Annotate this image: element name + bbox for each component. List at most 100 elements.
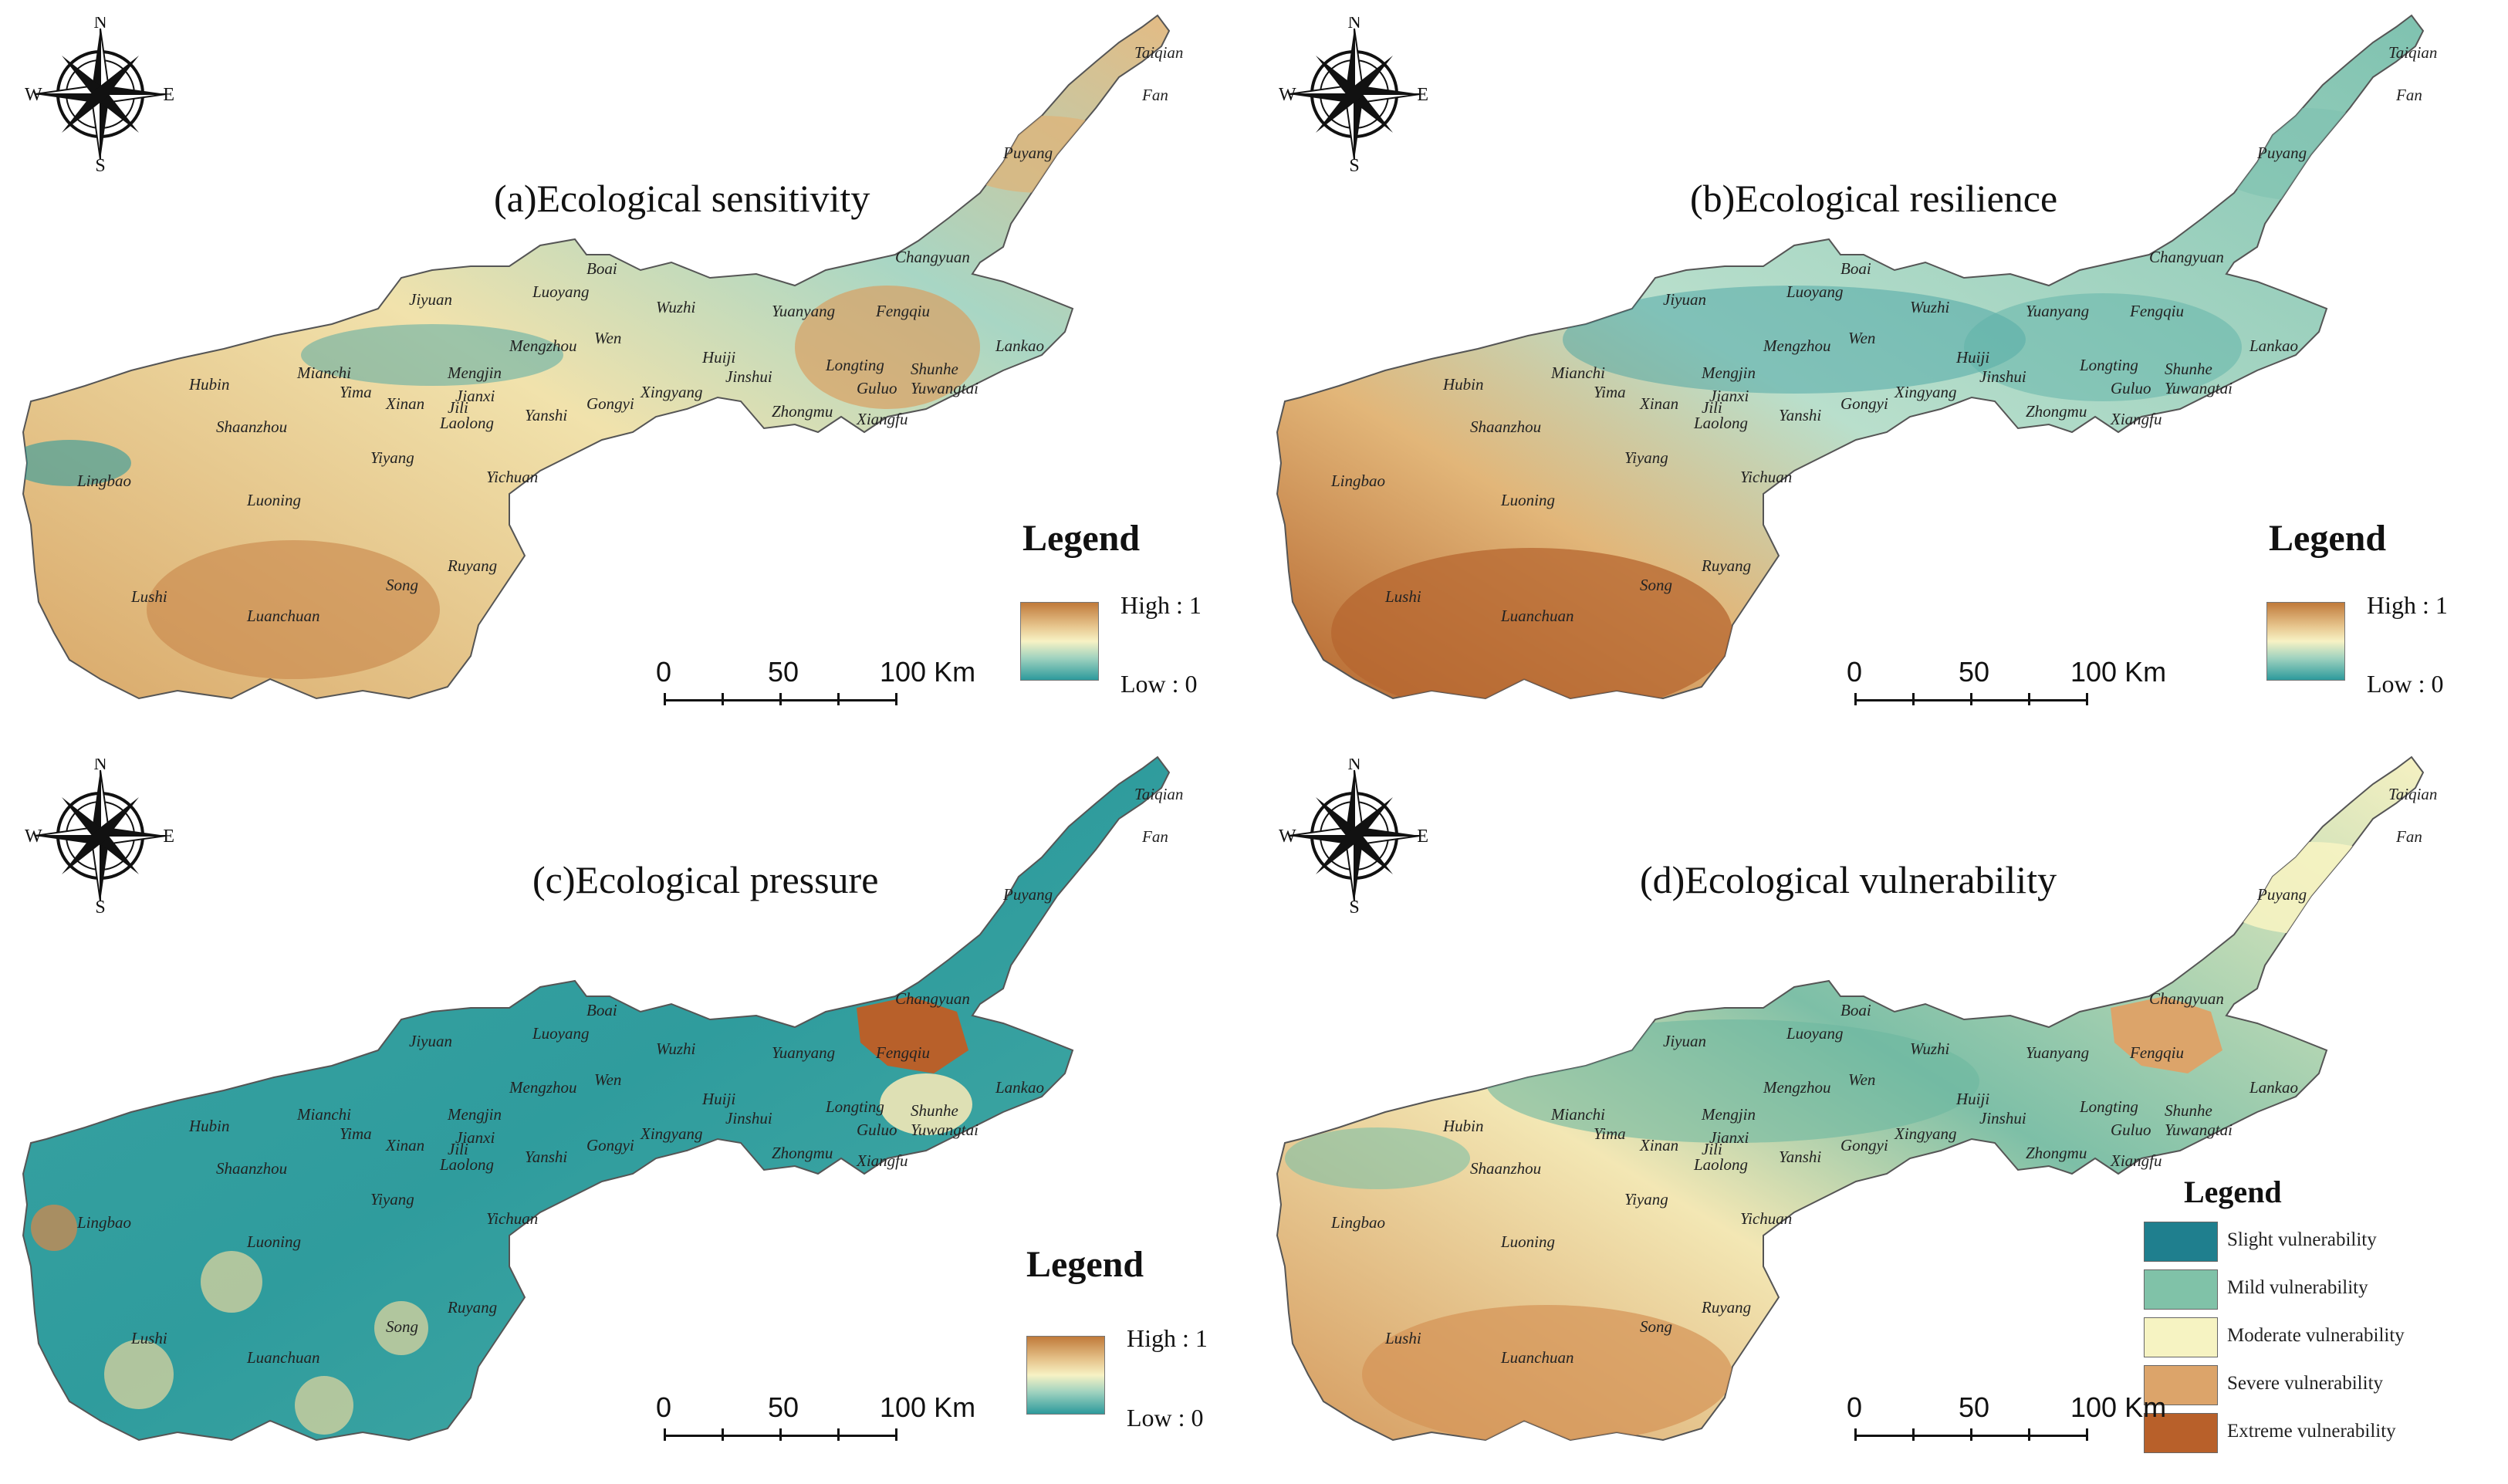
county-label: Hubin (1442, 375, 1484, 394)
panel-title: (c)Ecological pressure (532, 858, 879, 901)
county-label: Xiangfu (856, 1151, 908, 1170)
county-label: Mengjin (1701, 363, 1756, 382)
county-label: Yima (1594, 1124, 1626, 1143)
county-label: Laolong (439, 414, 494, 432)
resilience-map: Taiqian Fan Puyang Changyuan Jiyuan Luoyang Bo… (1276, 15, 2437, 699)
county-label: Changyuan (2149, 248, 2224, 266)
compass-s: S (1349, 156, 1359, 171)
legend-swatch (2144, 1317, 2218, 1357)
compass-s: S (1349, 897, 1359, 913)
county-label: Lankao (2249, 336, 2298, 355)
scale-label-100: 100 Km (880, 1391, 976, 1423)
county-label: Jianxi (1709, 387, 1749, 405)
county-label: Lushi (1384, 587, 1421, 606)
legend-item-severe: Severe vulnerability (2144, 1365, 2468, 1405)
county-label: Yima (340, 1124, 372, 1143)
compass-w: W (1279, 85, 1296, 105)
legend-swatch (2144, 1269, 2218, 1310)
county-label: Luoyang (1786, 1024, 1844, 1043)
county-label: Huiji (1955, 1090, 1989, 1108)
county-label: Wen (1848, 1070, 1875, 1089)
county-label: Jianxi (455, 387, 495, 405)
county-label: Taiqian (2388, 43, 2437, 62)
county-label: Taiqian (1134, 785, 1183, 803)
compass-icon: N S E W (1279, 17, 1428, 171)
scale-label-0: 0 (656, 656, 672, 688)
county-label: Puyang (1002, 885, 1053, 904)
county-label: Changyuan (2149, 989, 2224, 1008)
color-ramp (2266, 602, 2345, 681)
county-label: Yichuan (1740, 1209, 1792, 1228)
legend-low-label: Low : 0 (2367, 670, 2444, 698)
county-label: Gongyi (1840, 394, 1888, 413)
county-label: Yuanyang (2026, 302, 2089, 320)
scale-tick (837, 693, 840, 705)
county-label: Shaanzhou (1470, 1159, 1541, 1178)
county-label: Longting (825, 1097, 884, 1116)
county-label: Lingbao (1330, 1213, 1385, 1232)
county-label: Wen (594, 329, 621, 347)
legend-low-label: Low : 0 (1127, 1404, 1204, 1432)
county-label: Yiyang (370, 448, 414, 467)
county-label: Mengzhou (509, 1078, 577, 1097)
county-label: Mengjin (447, 1105, 502, 1124)
county-label: Mianchi (296, 363, 351, 382)
legend-label: Mild vulnerability (2227, 1277, 2368, 1298)
vulnerability-map: Taiqian Fan Puyang Changyuan Jiyuan Luoyang Bo… (1276, 756, 2437, 1441)
county-label: Gongyi (586, 1136, 634, 1154)
scale-tick (2028, 1428, 2030, 1441)
map-panel-resilience: Taiqian Fan Puyang Changyuan Jiyuan Luoyang Bo… (1254, 0, 2508, 742)
county-label: Jili (1702, 1140, 1722, 1158)
panel-title: (d)Ecological vulnerability (1640, 858, 2057, 901)
county-label: Jiyuan (1663, 1032, 1706, 1050)
scale-bar: 0 50 100 Km (1847, 656, 2166, 710)
county-label: Jili (448, 1140, 468, 1158)
county-label: Song (1640, 1317, 1672, 1336)
county-label: Jianxi (455, 1128, 495, 1147)
county-label: Yuwangtai (2165, 379, 2233, 397)
scale-bar: 0 50 100 Km (656, 656, 975, 710)
color-ramp (1026, 1336, 1105, 1415)
legend-title: Legend (2269, 518, 2387, 559)
county-label: Wuzhi (656, 298, 696, 316)
legend-swatch (2144, 1413, 2218, 1453)
county-label: Ruyang (447, 556, 497, 575)
scale-tick (722, 1428, 724, 1441)
county-label: Yima (340, 383, 372, 401)
county-label: Hubin (1442, 1117, 1484, 1135)
county-label: Jianxi (1709, 1128, 1749, 1147)
legend-item-extreme: Extreme vulnerability (2144, 1413, 2468, 1453)
county-label: Xinan (385, 394, 424, 413)
legend-item-moderate: Moderate vulnerability (2144, 1317, 2468, 1357)
compass-s: S (95, 156, 105, 171)
county-label: Huiji (1955, 348, 1989, 367)
county-label: Mianchi (1550, 363, 1605, 382)
county-label: Changyuan (895, 989, 970, 1008)
county-label: Jiyuan (409, 1032, 452, 1050)
county-label: Yiyang (1624, 448, 1668, 467)
compass-icon: N S E W (1279, 759, 1428, 913)
county-label: Longting (825, 356, 884, 374)
scale-label-100: 100 Km (2070, 1391, 2167, 1423)
county-label: Shaanzhou (216, 1159, 287, 1178)
legend-high-label: High : 1 (2367, 591, 2448, 619)
scale-tick (1854, 1428, 1857, 1441)
legend-item-mild: Mild vulnerability (2144, 1269, 2468, 1310)
county-label: Ruyang (447, 1298, 497, 1317)
compass-w: W (1279, 827, 1296, 847)
compass-w: W (25, 85, 42, 105)
county-label: Ruyang (1701, 1298, 1751, 1317)
county-label: Song (1640, 576, 1672, 594)
county-label: Mianchi (1550, 1105, 1605, 1124)
scale-tick (837, 1428, 840, 1441)
county-label: Shaanzhou (216, 417, 287, 436)
county-label: Boai (1840, 1001, 1871, 1019)
scale-tick (2086, 693, 2088, 705)
county-label: Xiangfu (2110, 410, 2162, 428)
county-label: Hubin (188, 1117, 230, 1135)
county-label: Laolong (1693, 1155, 1748, 1174)
scale-tick (722, 693, 724, 705)
county-label: Mengzhou (1763, 336, 1831, 355)
county-label: Taiqian (2388, 785, 2437, 803)
county-label: Longting (2079, 1097, 2138, 1116)
